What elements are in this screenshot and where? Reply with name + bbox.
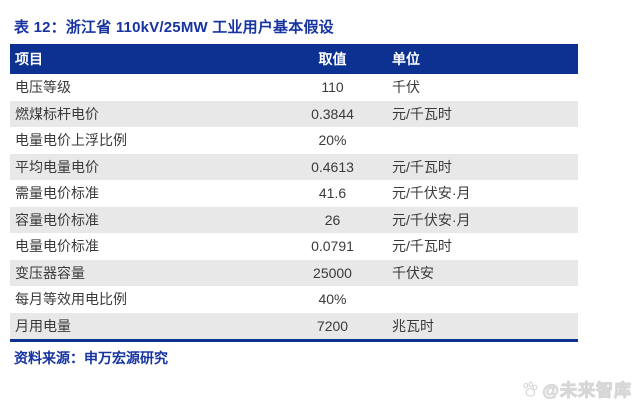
row-unit-cell: 元/千伏安·月 <box>392 211 471 228</box>
table-row: 容量电价标准 26 元/千伏安·月 <box>10 206 578 233</box>
table-header-row: 项目 取值 单位 <box>10 44 578 74</box>
table-row: 月用电量 7200 兆瓦时 <box>10 312 578 339</box>
table-bottom-rule <box>10 339 578 342</box>
table-row: 电量电价标准 0.0791 元/千瓦时 <box>10 233 578 260</box>
row-value-cell: 7200 <box>316 317 349 334</box>
table-body: 电压等级 110 千伏 燃煤标杆电价 0.3844 元/千瓦时 电量电价上浮比例… <box>10 74 578 339</box>
row-unit-cell: 千伏 <box>392 79 420 96</box>
row-item-cell: 燃煤标杆电价 <box>15 105 99 122</box>
row-item-cell: 平均电量电价 <box>15 158 99 175</box>
row-value-cell: 41.6 <box>318 185 347 202</box>
row-value-cell: 0.4613 <box>311 158 354 175</box>
row-unit-cell: 元/千伏安·月 <box>392 185 471 202</box>
row-item-cell: 电压等级 <box>15 79 71 96</box>
table-row: 燃煤标杆电价 0.3844 元/千瓦时 <box>10 100 578 127</box>
header-unit: 单位 <box>392 51 420 67</box>
row-value-cell: 110 <box>321 79 344 96</box>
row-unit-cell: 元/千瓦时 <box>392 238 452 255</box>
row-item-cell: 电量电价上浮比例 <box>15 132 127 149</box>
watermark-text: @未来智库 <box>542 381 632 401</box>
table-row: 平均电量电价 0.4613 元/千瓦时 <box>10 153 578 180</box>
row-value-cell: 25000 <box>313 264 352 281</box>
row-value-cell: 40% <box>318 291 347 308</box>
paw-icon <box>523 381 538 397</box>
header-value: 取值 <box>318 51 347 67</box>
row-item-cell: 月用电量 <box>15 317 71 334</box>
row-value-cell: 20% <box>318 132 347 149</box>
table-row: 变压器容量 25000 千伏安 <box>10 259 578 286</box>
row-item-cell: 需量电价标准 <box>15 185 99 202</box>
table-row: 每月等效用电比例 40% <box>10 286 578 313</box>
header-item: 项目 <box>15 51 43 67</box>
row-unit-cell: 元/千瓦时 <box>392 105 452 122</box>
table-row: 电压等级 110 千伏 <box>10 74 578 101</box>
row-item-cell: 变压器容量 <box>15 264 85 281</box>
row-unit-cell: 元/千瓦时 <box>392 158 452 175</box>
assumptions-table: 项目 取值 单位 电压等级 110 千伏 燃煤标杆电价 0.3844 元/千瓦时… <box>10 44 578 342</box>
row-value-cell: 26 <box>324 211 341 228</box>
row-item-cell: 电量电价标准 <box>15 238 99 255</box>
table-row: 需量电价标准 41.6 元/千伏安·月 <box>10 180 578 207</box>
row-unit-cell: 兆瓦时 <box>392 317 434 334</box>
row-unit-cell: 千伏安 <box>392 264 434 281</box>
watermark: @未来智库 <box>520 376 632 401</box>
table-title: 表 12：浙江省 110kV/25MW 工业用户基本假设 <box>14 19 334 36</box>
row-item-cell: 容量电价标准 <box>15 211 99 228</box>
row-value-cell: 0.0791 <box>311 238 354 255</box>
source-note: 资料来源：申万宏源研究 <box>14 350 168 366</box>
row-item-cell: 每月等效用电比例 <box>15 291 127 308</box>
table-row: 电量电价上浮比例 20% <box>10 127 578 154</box>
row-value-cell: 0.3844 <box>311 105 354 122</box>
